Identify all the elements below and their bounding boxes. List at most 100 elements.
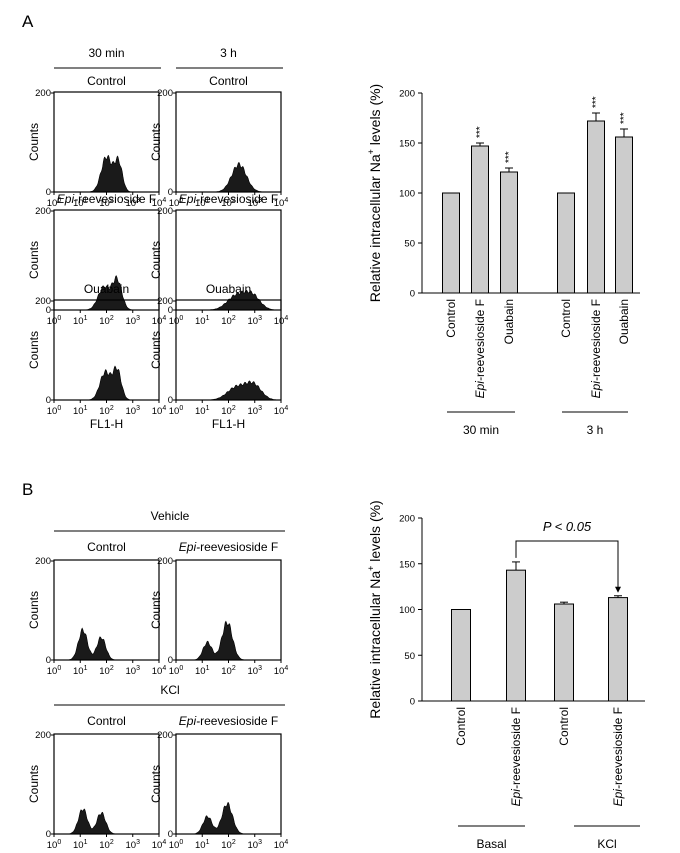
x-tick-base: 10 [221, 406, 232, 417]
histogram-title: Epi-reevesioside F [179, 714, 278, 728]
category-label-prefix: Epi- [473, 377, 487, 398]
x-tick-exponent: 0 [179, 315, 183, 322]
x-tick-base: 10 [73, 316, 84, 327]
x-tick-base: 10 [99, 840, 110, 851]
x-tick-base: 10 [169, 840, 180, 851]
x-tick-exponent: 3 [136, 315, 140, 322]
bar [557, 192, 575, 294]
category-label: Epi-reevesioside F [611, 707, 625, 806]
x-tick-label: 103 [248, 315, 263, 327]
bar [587, 120, 605, 294]
y-tick-label: 0 [46, 395, 51, 406]
y-tick-label: 200 [157, 730, 173, 741]
histogram-title: Control [87, 74, 126, 88]
x-tick-label: 100 [47, 197, 62, 209]
x-tick-base: 10 [47, 840, 58, 851]
histogram-title: Control [87, 540, 126, 554]
category-label-text: Control [444, 299, 458, 338]
histogram-title: Epi-reevesioside F [179, 192, 278, 206]
x-tick-label: 104 [152, 315, 167, 327]
significance-label: P < 0.05 [543, 519, 592, 534]
group-header: KCl [160, 683, 179, 697]
histogram-title: Ouabain [206, 282, 251, 296]
category-label: Epi-reevesioside F [473, 299, 487, 398]
bar [608, 597, 628, 702]
y-tick-label: 0 [410, 289, 415, 300]
x-tick-exponent: 2 [110, 315, 114, 322]
y-axis-label: Counts [149, 591, 163, 629]
x-tick-base: 10 [195, 840, 206, 851]
y-tick-label: 200 [157, 88, 173, 99]
y-tick-label: 100 [399, 189, 415, 200]
x-tick-label: 104 [152, 405, 167, 417]
x-tick-base: 10 [221, 840, 232, 851]
x-tick-base: 10 [221, 666, 232, 677]
category-label-text: Ouabain [502, 299, 516, 344]
x-tick-label: 103 [126, 839, 141, 851]
x-tick-base: 10 [274, 316, 285, 327]
y-axis-label-tail: levels (%) [367, 84, 383, 149]
x-tick-label: 100 [169, 665, 184, 677]
category-label-text: reevesioside F [509, 707, 523, 785]
x-tick-base: 10 [195, 406, 206, 417]
x-tick-label: 103 [248, 665, 263, 677]
x-tick-exponent: 3 [136, 665, 140, 672]
x-tick-base: 10 [73, 840, 84, 851]
x-tick-base: 10 [126, 666, 137, 677]
x-tick-base: 10 [274, 666, 285, 677]
y-tick-label: 0 [168, 655, 173, 666]
x-tick-base: 10 [73, 406, 84, 417]
y-axis-label: Counts [149, 331, 163, 369]
x-tick-label: 101 [195, 665, 210, 677]
x-tick-base: 10 [169, 316, 180, 327]
x-tick-exponent: 3 [258, 405, 262, 412]
x-tick-exponent: 2 [110, 665, 114, 672]
x-tick-base: 10 [152, 666, 163, 677]
category-label-text: Control [559, 299, 573, 338]
y-axis-label: Counts [149, 123, 163, 161]
x-tick-base: 10 [126, 840, 137, 851]
histogram-curve [54, 365, 159, 401]
x-tick-base: 10 [221, 198, 232, 209]
y-axis-label-main: Relative intracellular Na [367, 154, 383, 302]
x-tick-label: 101 [73, 405, 88, 417]
y-axis-label: Counts [27, 241, 41, 279]
bar [471, 145, 489, 294]
panel-a-label: A [22, 12, 34, 31]
x-tick-exponent: 3 [136, 405, 140, 412]
x-tick-exponent: 3 [258, 665, 262, 672]
x-tick-base: 10 [274, 198, 285, 209]
x-tick-label: 101 [195, 315, 210, 327]
x-tick-base: 10 [248, 198, 259, 209]
y-tick-label: 0 [168, 305, 173, 316]
x-tick-label: 100 [47, 315, 62, 327]
x-tick-exponent: 2 [232, 839, 236, 846]
time-header: 3 h [220, 46, 237, 60]
x-tick-exponent: 0 [57, 405, 61, 412]
x-tick-exponent: 2 [232, 665, 236, 672]
x-tick-base: 10 [152, 840, 163, 851]
group-label: Basal [476, 837, 506, 851]
category-label: Epi-reevesioside F [589, 299, 603, 398]
x-tick-exponent: 2 [232, 197, 236, 204]
histogram-frame [175, 299, 282, 401]
y-axis-label: Counts [27, 765, 41, 803]
y-axis-label-superscript: + [366, 566, 376, 571]
x-tick-base: 10 [248, 840, 259, 851]
x-tick-base: 10 [47, 406, 58, 417]
histogram-title-rest: reevesioside F [200, 540, 278, 554]
x-tick-exponent: 4 [284, 405, 288, 412]
x-tick-label: 103 [248, 197, 263, 209]
category-label-text: reevesioside F [611, 707, 625, 785]
y-tick-label: 200 [399, 514, 415, 525]
y-tick-label: 200 [35, 730, 51, 741]
x-tick-label: 104 [274, 197, 289, 209]
x-tick-label: 100 [169, 315, 184, 327]
significance-stars: *** [591, 96, 602, 108]
x-tick-base: 10 [221, 316, 232, 327]
significance-bracket [515, 540, 619, 592]
x-tick-exponent: 0 [57, 315, 61, 322]
x-tick-base: 10 [248, 666, 259, 677]
y-tick-label: 200 [35, 296, 51, 307]
histogram-title-rest: reevesioside F [200, 192, 278, 206]
